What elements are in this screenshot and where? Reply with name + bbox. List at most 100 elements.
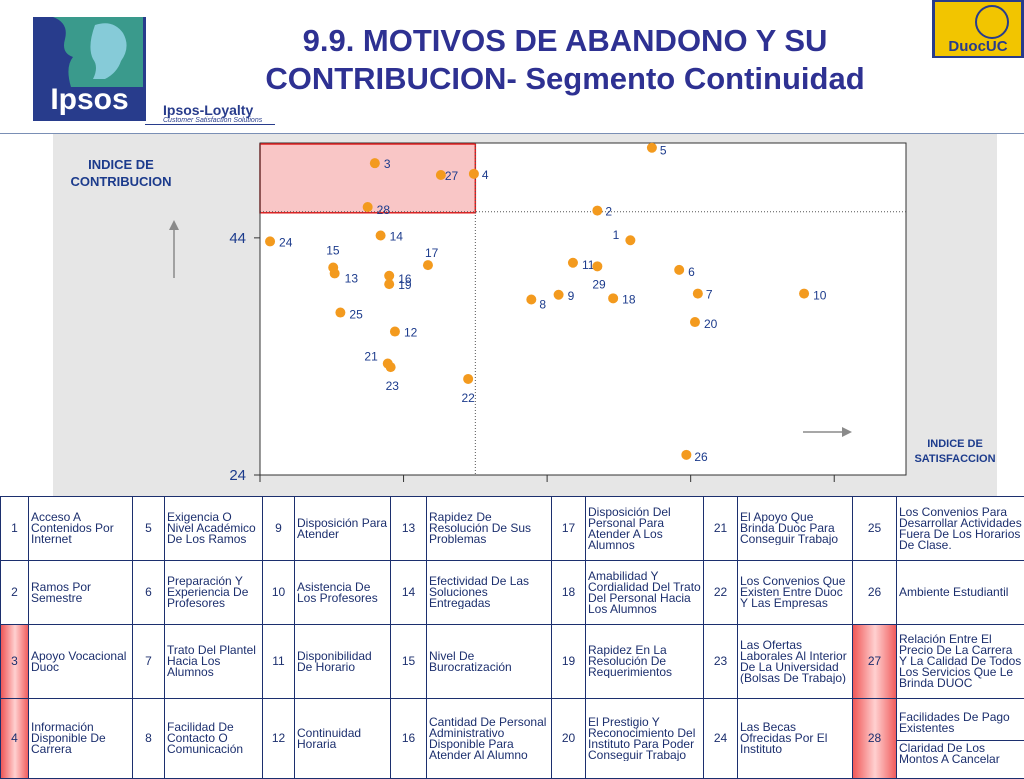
- point-label: 6: [688, 265, 695, 279]
- legend-description: Los Convenios Para Desarrollar Actividad…: [897, 497, 1024, 561]
- legend-description-text: El Apoyo Que Brinda Duoc Para Conseguir …: [740, 512, 850, 545]
- legend-description: Disponibilidad De Horario: [295, 625, 391, 699]
- legend-description: Relación Entre El Precio De La Carrera Y…: [897, 625, 1024, 699]
- point-label: 26: [694, 450, 708, 464]
- legend-number: 15: [391, 625, 427, 699]
- legend-number: 9: [263, 497, 295, 561]
- legend-description-text: Amabilidad Y Cordialidad Del Trato Del P…: [588, 571, 701, 615]
- legend-description: Las Becas Ofrecidas Por El Instituto: [738, 699, 853, 779]
- data-point: [681, 450, 691, 460]
- legend-number: 27: [853, 625, 897, 699]
- legend-description: Efectividad De Las Soluciones Entregadas: [427, 561, 552, 625]
- point-label: 9: [568, 289, 575, 303]
- legend-number: 5: [133, 497, 165, 561]
- legend-number: 8: [133, 699, 165, 779]
- legend-number: 21: [704, 497, 738, 561]
- legend-description-text: Las Becas Ofrecidas Por El Instituto: [740, 722, 850, 755]
- legend-description: Información Disponible De Carrera: [29, 699, 133, 779]
- legend-number: 2: [1, 561, 29, 625]
- legend-number: 7: [133, 625, 165, 699]
- point-label: 3: [384, 157, 391, 171]
- legend-description-text: Disposición Del Personal Para Atender A …: [588, 507, 701, 551]
- legend-description-text: Relación Entre El Precio De La Carrera Y…: [899, 634, 1022, 689]
- data-point: [526, 295, 536, 305]
- point-label: 14: [390, 229, 404, 243]
- point-label: 15: [326, 244, 340, 258]
- legend-extra-text: Claridad De Los Montos A Cancelar: [897, 740, 1024, 765]
- point-label: 12: [404, 326, 418, 340]
- x-axis-label: INDICE DE SATISFACCION: [895, 437, 1015, 467]
- data-point: [370, 158, 380, 168]
- legend-description-text: Rapidez De Resolución De Sus Problemas: [429, 512, 549, 545]
- legend-description-text: Asistencia De Los Profesores: [297, 582, 388, 604]
- legend-description: Apoyo Vocacional Duoc: [29, 625, 133, 699]
- legend-description: Disposición Del Personal Para Atender A …: [586, 497, 704, 561]
- legend-description-text: Rapidez En La Resolución De Requerimient…: [588, 645, 701, 678]
- legend-description-text: Facilidad De Contacto O Comunicación: [167, 722, 260, 755]
- y-tick-label: 24: [229, 467, 246, 484]
- point-label: 7: [706, 288, 713, 302]
- legend-number: 16: [391, 699, 427, 779]
- scatter-chart: 2444508512345678910111213141516171819202…: [0, 0, 1024, 498]
- legend-description: Acceso A Contenidos Por Internet: [29, 497, 133, 561]
- legend-description-text: Los Convenios Que Existen Entre Duoc Y L…: [740, 576, 850, 609]
- data-point: [647, 143, 657, 153]
- point-label: 2: [605, 205, 612, 219]
- data-point: [376, 230, 386, 240]
- point-label: 18: [622, 292, 636, 306]
- legend-description-text: Cantidad De Personal Administrativo Disp…: [429, 717, 549, 761]
- data-point: [693, 289, 703, 299]
- legend-number: 13: [391, 497, 427, 561]
- legend-number: 28: [853, 699, 897, 779]
- legend-description: El Apoyo Que Brinda Duoc Para Conseguir …: [738, 497, 853, 561]
- point-label: 4: [482, 168, 489, 182]
- data-point: [799, 289, 809, 299]
- point-label: 1: [613, 228, 620, 242]
- legend-description-text: Trato Del Plantel Hacia Los Alumnos: [167, 645, 260, 678]
- legend-description-text: Los Convenios Para Desarrollar Actividad…: [899, 507, 1022, 551]
- data-point: [363, 202, 373, 212]
- data-point: [690, 317, 700, 327]
- legend-number: 24: [704, 699, 738, 779]
- data-point: [335, 308, 345, 318]
- legend-number: 3: [1, 625, 29, 699]
- point-label: 20: [704, 317, 718, 331]
- legend-number: 20: [552, 699, 586, 779]
- legend-description: Facilidad De Contacto O Comunicación: [165, 699, 263, 779]
- data-point: [328, 263, 338, 273]
- legend-description-text: Acceso A Contenidos Por Internet: [31, 512, 130, 545]
- legend-number: 25: [853, 497, 897, 561]
- point-label: 19: [398, 278, 412, 292]
- point-label: 22: [461, 391, 475, 405]
- up-arrow-icon: [169, 220, 179, 230]
- data-point: [384, 279, 394, 289]
- point-label: 5: [660, 144, 667, 158]
- legend-description: Los Convenios Que Existen Entre Duoc Y L…: [738, 561, 853, 625]
- legend-description-text: Ambiente Estudiantil: [899, 587, 1022, 598]
- legend-description-text: Ramos Por Semestre: [31, 582, 130, 604]
- data-point: [554, 290, 564, 300]
- legend-description: Trato Del Plantel Hacia Los Alumnos: [165, 625, 263, 699]
- data-point: [423, 260, 433, 270]
- legend-description: Rapidez De Resolución De Sus Problemas: [427, 497, 552, 561]
- y-axis-label: INDICE DE CONTRIBUCION: [58, 156, 184, 190]
- legend-description: Facilidades De Pago Existentes Claridad D…: [897, 699, 1024, 779]
- legend-description: Exigencia O Nivel Académico De Los Ramos: [165, 497, 263, 561]
- legend-description: Preparación Y Experiencia De Profesores: [165, 561, 263, 625]
- point-label: 25: [349, 308, 363, 322]
- point-label: 24: [279, 235, 293, 249]
- data-point: [568, 258, 578, 268]
- data-point: [390, 327, 400, 337]
- legend-description-text: Las Ofertas Laborales Al Interior De La …: [740, 640, 850, 684]
- point-label: 17: [425, 246, 439, 260]
- legend-number: 1: [1, 497, 29, 561]
- legend-description: Asistencia De Los Profesores: [295, 561, 391, 625]
- legend-description-text: Facilidades De Pago Existentes: [899, 712, 1022, 734]
- legend-description-text: Nivel De Burocratización: [429, 651, 549, 673]
- legend-number: 19: [552, 625, 586, 699]
- legend-description: Disposición Para Atender: [295, 497, 391, 561]
- data-point: [608, 293, 618, 303]
